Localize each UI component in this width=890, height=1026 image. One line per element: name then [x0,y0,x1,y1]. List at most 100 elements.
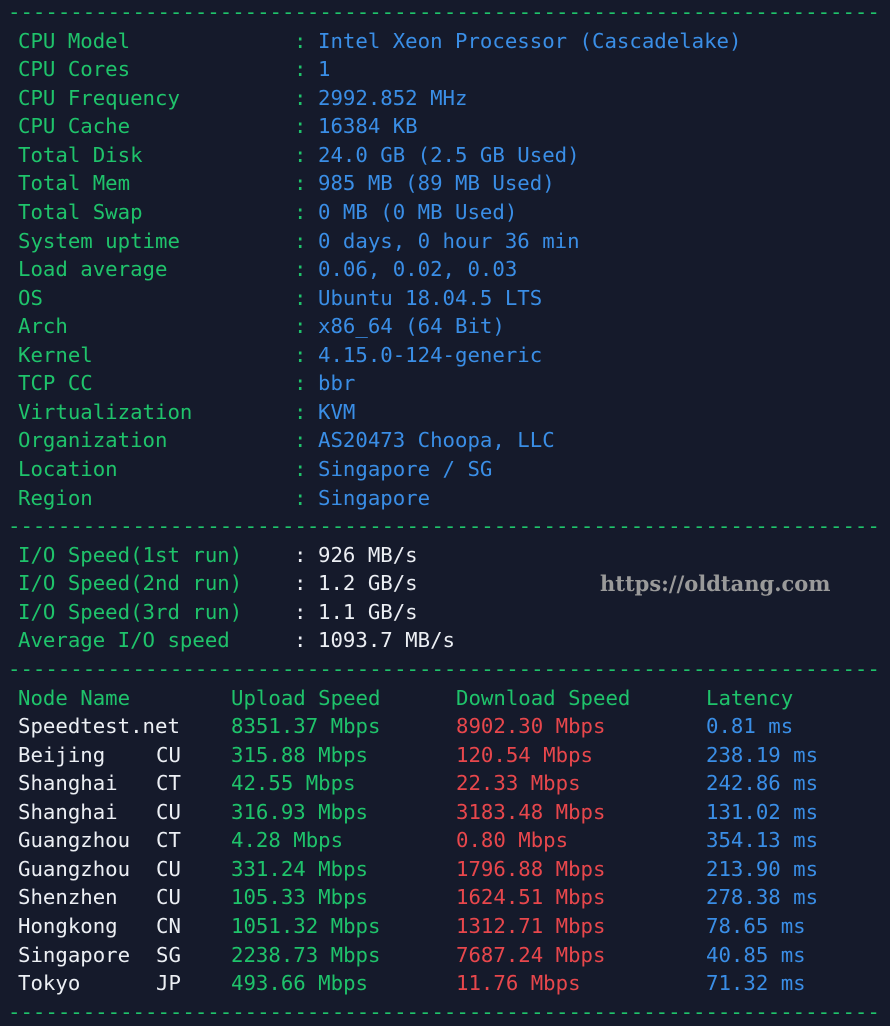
upload-speed: 8351.37 Mbps [231,714,381,739]
upload-speed: 42.55 Mbps [231,771,356,796]
speedtest-row: Tokyo JP 493.66 Mbps 11.76 Mbps 71.32 ms [0,969,890,998]
latency: 0.81 ms [706,714,794,739]
info-label: System uptime [18,228,180,253]
info-label: Kernel [18,342,93,367]
io-value: 926 MB/s [318,542,418,567]
isp: CN [156,914,181,938]
separator: : [294,199,307,224]
info-value: 4.15.0-124-generic [318,342,543,367]
divider: ----------------------------------------… [8,514,880,539]
io-label: I/O Speed(1st run) [18,542,243,567]
latency: 238.19 ms [706,742,819,767]
isp: JP [156,971,181,996]
info-label: Total Disk [18,142,143,167]
separator: : [294,257,307,282]
speedtest-row: Singapore SG 2238.73 Mbps 7687.24 Mbps 40.85… [0,941,890,970]
info-row: Load average:0.06, 0.02, 0.03 [0,255,890,284]
separator: : [294,457,307,481]
node-name: Guangzhou [18,828,131,853]
io-row: Average I/O speed:1093.7 MB/s [0,626,890,655]
info-label: Total Swap [18,199,143,224]
info-value: Singapore [318,485,431,510]
separator: : [294,114,307,139]
node-name: Shanghai [18,799,118,824]
divider: ----------------------------------------… [8,0,880,24]
io-row: I/O Speed(1st run):926 MB/s [0,541,890,570]
upload-speed: 315.88 Mbps [231,742,369,767]
speedtest-row: Shenzhen CU 105.33 Mbps 1624.51 Mbps 278.38 … [0,883,890,912]
separator: : [294,342,307,367]
info-label: Total Mem [18,171,131,196]
latency: 78.65 ms [706,914,806,938]
upload-speed: 331.24 Mbps [231,856,369,881]
download-speed: 3183.48 Mbps [456,799,606,824]
latency: 278.38 ms [706,885,819,910]
isp: SG [156,942,181,967]
info-value: KVM [318,399,356,424]
node-name: Singapore [18,942,131,967]
download-speed: 1312.71 Mbps [456,914,606,938]
isp: CT [156,828,181,853]
upload-speed: 2238.73 Mbps [231,942,381,967]
separator: : [294,571,307,596]
isp: CU [156,799,181,824]
column-header: Node Name [18,685,131,710]
latency: 40.85 ms [706,942,806,967]
io-label: Average I/O speed [18,628,230,653]
node-name: Beijing [18,742,106,767]
io-row: I/O Speed(2nd run):1.2 GB/s [0,569,890,598]
info-value: x86_64 (64 Bit) [318,314,505,339]
info-row: Location: Singapore / SG [0,455,890,484]
speedtest-row: Speedtest.net 8351.37 Mbps 8902.30 Mbps 0.8… [0,712,890,741]
info-row: Kernel:4.15.0-124-generic [0,341,890,370]
info-row: CPU Frequency:2992.852 MHz [0,84,890,113]
info-value: 2992.852 MHz [318,85,468,110]
separator: : [294,285,307,310]
info-value: Intel Xeon Processor (Cascadelake) [318,28,742,53]
column-header: Upload Speed [231,685,381,710]
info-label: Load average [18,257,168,282]
info-value: bbr [318,371,356,396]
info-row: Virtualization: KVM [0,398,890,427]
latency: 213.90 ms [706,856,819,881]
separator: : [294,171,307,196]
info-label: Region [18,485,93,510]
download-speed: 1624.51 Mbps [456,885,606,910]
io-value: 1.1 GB/s [318,599,418,624]
info-label: Organization [18,428,168,453]
info-value: 0 days, 0 hour 36 min [318,228,580,253]
info-value: 985 MB (89 MB Used) [318,171,555,196]
info-row: Total Disk:24.0 GB (2.5 GB Used) [0,141,890,170]
latency: 71.32 ms [706,971,806,996]
speedtest-header: Node Name Upload Speed Download Speed Laten… [0,684,890,713]
info-value: 0 MB (0 MB Used) [318,199,518,224]
separator: : [294,228,307,253]
separator: : [294,599,307,624]
info-value: 0.06, 0.02, 0.03 [318,257,518,282]
node-name: Shanghai [18,771,118,796]
info-row: Total Mem:985 MB (89 MB Used) [0,169,890,198]
speedtest-row: Hongkong CN 1051.32 Mbps 1312.71 Mbps 78.65 … [0,912,890,941]
latency: 354.13 ms [706,828,819,853]
info-label: CPU Model [18,28,131,53]
download-speed: 8902.30 Mbps [456,714,606,739]
info-label: CPU Frequency [18,85,180,110]
column-header: Download Speed [456,685,631,710]
divider-line: ----------------------------------------… [0,655,890,684]
io-value: 1093.7 MB/s [318,628,456,653]
separator: : [294,371,307,396]
io-label: I/O Speed(2nd run) [18,571,243,596]
speedtest-row: Shanghai CT 42.55 Mbps 22.33 Mbps 242.86 ms [0,769,890,798]
separator: : [294,142,307,167]
info-label: CPU Cache [18,114,131,139]
separator: : [294,85,307,110]
node-name: Guangzhou [18,856,131,881]
speedtest-row: Beijing CU 315.88 Mbps 120.54 Mbps 238.19 ms [0,741,890,770]
separator: : [294,485,307,510]
divider-line: ----------------------------------------… [0,512,890,541]
divider: ----------------------------------------… [8,656,880,681]
download-speed: 22.33 Mbps [456,771,581,796]
separator: : [294,28,307,53]
info-row: OS: Ubuntu 18.04.5 LTS [0,284,890,313]
